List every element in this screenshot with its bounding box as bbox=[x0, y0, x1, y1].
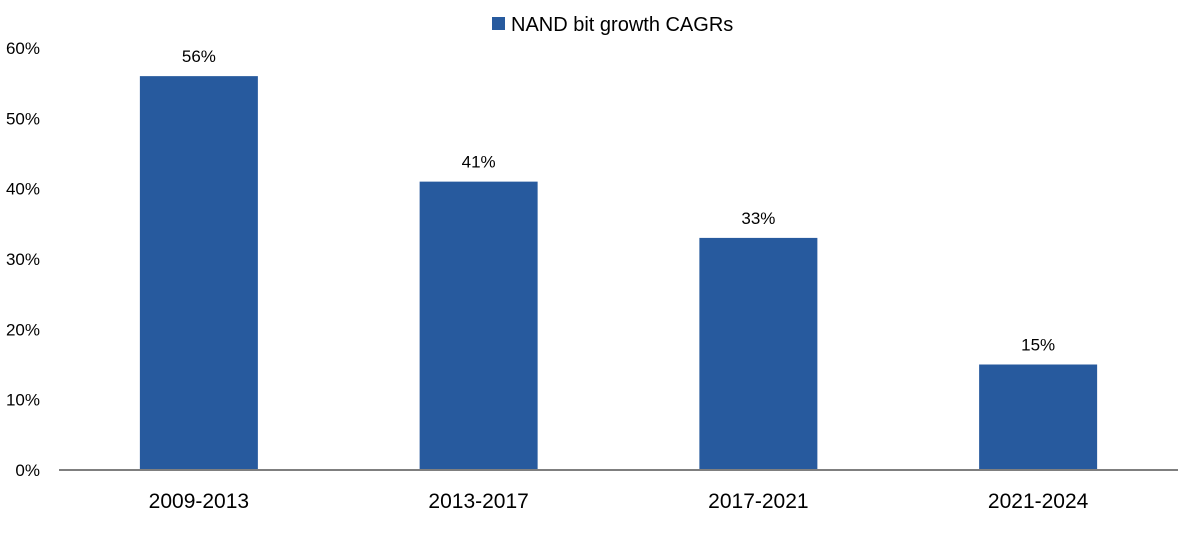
y-tick-label: 30% bbox=[6, 250, 40, 269]
legend-label: NAND bit growth CAGRs bbox=[511, 14, 733, 36]
bar bbox=[979, 364, 1098, 470]
y-tick-label: 60% bbox=[6, 39, 40, 58]
bar-value-label: 41% bbox=[462, 153, 496, 172]
bar bbox=[419, 181, 538, 470]
bar bbox=[139, 76, 258, 470]
y-axis-tick-labels: 0% 10% 20% 30% 40% 50% 60% bbox=[6, 39, 40, 480]
x-category-label: 2021-2024 bbox=[988, 490, 1089, 513]
bars bbox=[139, 76, 1098, 470]
value-labels: 56% 41% 33% 15% bbox=[182, 47, 1055, 354]
x-category-label: 2013-2017 bbox=[428, 490, 528, 513]
y-tick-label: 20% bbox=[6, 320, 40, 339]
x-axis-category-labels: 2009-2013 2013-2017 2017-2021 2021-2024 bbox=[149, 490, 1089, 513]
y-tick-label: 10% bbox=[6, 391, 40, 410]
legend: NAND bit growth CAGRs bbox=[492, 14, 733, 36]
bar-value-label: 56% bbox=[182, 47, 216, 66]
x-category-label: 2017-2021 bbox=[708, 490, 808, 513]
legend-swatch bbox=[492, 17, 505, 30]
bar bbox=[699, 237, 818, 470]
bar-value-label: 15% bbox=[1021, 336, 1055, 355]
y-tick-label: 0% bbox=[15, 461, 40, 480]
bar-value-label: 33% bbox=[741, 209, 775, 228]
y-tick-label: 40% bbox=[6, 180, 40, 199]
y-tick-label: 50% bbox=[6, 109, 40, 128]
x-category-label: 2009-2013 bbox=[149, 490, 249, 513]
